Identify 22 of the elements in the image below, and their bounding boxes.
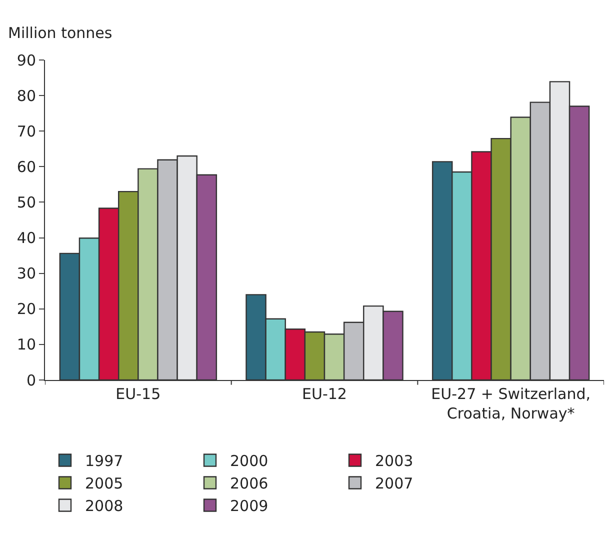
legend-label: 2009	[230, 497, 268, 516]
legend-label: 2006	[230, 474, 268, 493]
y-tick-label: 60	[16, 158, 36, 176]
legend-label: 2007	[375, 474, 414, 493]
legend-label: 1997	[85, 452, 124, 470]
x-tick-label: EU-27 + Switzerland, Croatia, Norway*	[431, 385, 590, 422]
y-tick-label: 30	[16, 264, 36, 283]
y-tick-label: 40	[16, 229, 36, 248]
y-tick-label: 10	[16, 336, 36, 354]
x-tick-label: EU-12	[302, 385, 347, 403]
legend-label: 2003	[375, 452, 414, 470]
y-axis-title: Million tonnes	[8, 24, 112, 42]
y-tick-label: 80	[16, 86, 36, 105]
y-tick-label: 90	[16, 51, 36, 70]
y-tick-label: 50	[16, 193, 36, 212]
legend-label: 2008	[85, 497, 124, 516]
legend-label: 2000	[230, 452, 268, 470]
y-tick-label: 0	[26, 371, 36, 390]
x-tick-label: EU-15	[116, 385, 161, 403]
legend-label: 2005	[85, 474, 124, 493]
y-tick-label: 20	[16, 300, 36, 318]
y-tick-label: 70	[16, 122, 36, 140]
